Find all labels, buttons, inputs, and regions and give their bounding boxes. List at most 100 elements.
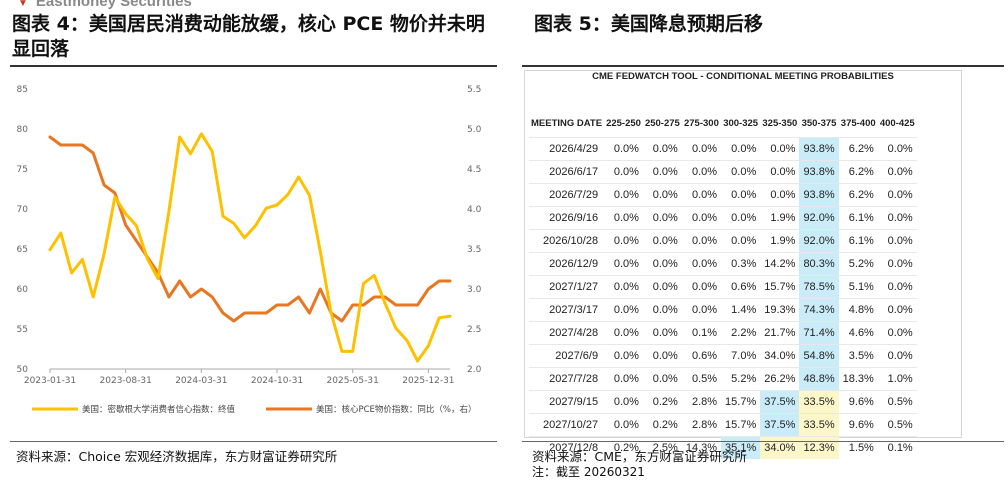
fedwatch-probability-cell: 92.0%	[799, 206, 839, 230]
fedwatch-meeting-date: 2026/12/9	[529, 252, 605, 276]
fedwatch-panel: CME FEDWATCH TOOL - CONDITIONAL MEETING …	[524, 70, 962, 459]
left-axis-tick-label: 50	[17, 365, 29, 375]
fedwatch-probability-cell: 0.0%	[604, 229, 643, 253]
fedwatch-column-header: 350-375	[801, 117, 837, 129]
fedwatch-table: MEETING DATE 225-250 250-275 275-300 300-325…	[529, 109, 917, 459]
fedwatch-row: 2027/7/28 0.0% 0.0% 0.5% 5.2% 26.2% 48.8% 18.3%…	[529, 367, 917, 391]
fedwatch-row: 2026/6/17 0.0% 0.0% 0.0% 0.0% 0.0% 93.8% 6.2% 0.…	[529, 160, 917, 184]
fedwatch-meeting-date: 2027/10/27	[529, 413, 605, 437]
fedwatch-probability-cell: 0.0%	[604, 321, 643, 345]
fedwatch-probability-cell: 0.0%	[604, 160, 643, 184]
fedwatch-row: 2027/6/9 0.0% 0.0% 0.6% 7.0% 34.0% 54.8% 3.5% 0.…	[529, 344, 917, 368]
fedwatch-probability-cell: 0.5%	[877, 413, 917, 437]
fedwatch-probability-cell: 15.7%	[721, 390, 761, 414]
right-axis-tick-label: 3.5	[467, 245, 481, 255]
fedwatch-probability-cell: 0.0%	[877, 206, 917, 230]
fedwatch-probability-cell: 0.0%	[681, 252, 722, 276]
fedwatch-probability-cell: 0.0%	[642, 367, 682, 391]
fedwatch-probability-cell: 0.0%	[681, 160, 722, 184]
fedwatch-probability-cell: 9.6%	[838, 390, 878, 414]
fedwatch-probability-cell: 0.1%	[877, 436, 917, 459]
fedwatch-row: 2027/1/27 0.0% 0.0% 0.0% 0.6% 15.7% 78.5% 5.1% 0…	[529, 275, 917, 299]
fedwatch-probability-cell: 1.0%	[877, 367, 917, 391]
fedwatch-probability-cell: 4.6%	[838, 321, 878, 345]
fedwatch-probability-cell: 0.3%	[721, 252, 761, 276]
fedwatch-probability-cell: 7.0%	[721, 344, 761, 368]
fedwatch-meeting-date: 2027/9/15	[529, 390, 605, 414]
fedwatch-probability-cell: 0.0%	[760, 160, 800, 184]
fedwatch-probability-cell: 0.0%	[721, 229, 761, 253]
fedwatch-probability-cell: 0.0%	[877, 160, 917, 184]
fedwatch-column-header: 400-425	[879, 117, 915, 129]
fedwatch-probability-cell: 12.3%	[799, 436, 839, 459]
fedwatch-probability-cell: 0.2%	[642, 390, 682, 414]
left-axis-tick-label: 70	[17, 205, 29, 215]
fedwatch-probability-cell: 1.9%	[760, 229, 800, 253]
fedwatch-probability-cell: 93.8%	[799, 160, 839, 184]
fedwatch-meeting-date: 2026/4/29	[529, 137, 605, 161]
fedwatch-probability-cell: 0.0%	[642, 321, 682, 345]
figure5-note: 注：截至 20260321	[532, 465, 645, 479]
fedwatch-probability-cell: 0.0%	[642, 206, 682, 230]
figure4-top-rule	[10, 65, 497, 67]
x-axis-tick-label: 2025-12-31	[402, 376, 454, 386]
fedwatch-probability-cell: 0.0%	[877, 344, 917, 368]
fedwatch-probability-cell: 0.0%	[877, 298, 917, 322]
fedwatch-column-header: 375-400	[840, 117, 876, 129]
x-axis-tick-label: 2024-03-31	[175, 376, 227, 386]
fedwatch-probability-cell: 0.0%	[604, 413, 643, 437]
fedwatch-probability-cell: 5.2%	[838, 252, 878, 276]
fedwatch-probability-cell: 2.2%	[721, 321, 761, 345]
fedwatch-probability-cell: 34.0%	[760, 436, 800, 459]
right-axis-tick-label: 2.5	[467, 325, 481, 335]
figure4-bottom-rule	[10, 441, 497, 442]
fedwatch-meeting-date: 2027/6/9	[529, 344, 605, 368]
fedwatch-title: CME FEDWATCH TOOL - CONDITIONAL MEETING …	[592, 71, 894, 82]
fedwatch-row: 2026/12/9 0.0% 0.0% 0.0% 0.3% 14.2% 80.3% 5.2% 0…	[529, 252, 917, 276]
fedwatch-row: 2027/4/28 0.0% 0.0% 0.1% 2.2% 21.7% 71.4% 4.6% 0…	[529, 321, 917, 345]
fedwatch-row: 2027/10/27 0.0% 0.2% 2.8% 15.7% 37.5% 33.5% 9.6…	[529, 413, 917, 437]
right-axis-tick-label: 4.5	[467, 165, 481, 175]
left-axis-tick-label: 85	[17, 85, 28, 95]
fedwatch-probability-cell: 34.0%	[760, 344, 800, 368]
fedwatch-probability-cell: 0.0%	[877, 137, 917, 161]
right-axis-tick-label: 3.0	[467, 285, 482, 295]
fedwatch-body: 2026/4/29 0.0% 0.0% 0.0% 0.0% 0.0% 93.8% 6.2% 0.…	[529, 137, 917, 459]
fedwatch-probability-cell: 0.5%	[681, 367, 722, 391]
fedwatch-probability-cell: 15.7%	[760, 275, 800, 299]
fedwatch-probability-cell: 0.0%	[681, 183, 722, 207]
fedwatch-probability-cell: 93.8%	[799, 137, 839, 161]
fedwatch-probability-cell: 5.1%	[838, 275, 878, 299]
brand-triangle-icon: ▼	[18, 0, 28, 9]
fedwatch-probability-cell: 0.0%	[604, 298, 643, 322]
fedwatch-probability-cell: 0.6%	[681, 344, 722, 368]
fedwatch-meeting-date: 2027/3/17	[529, 298, 605, 322]
fedwatch-probability-cell: 2.8%	[681, 413, 722, 437]
fedwatch-probability-cell: 6.2%	[838, 137, 878, 161]
fedwatch-probability-cell: 0.0%	[760, 183, 800, 207]
fedwatch-probability-cell: 0.0%	[721, 160, 761, 184]
fedwatch-header-row: MEETING DATE 225-250 250-275 275-300 300-325…	[529, 109, 917, 138]
figure5-bottom-rule	[522, 441, 1004, 442]
x-axis-tick-label: 2023-08-31	[100, 376, 152, 386]
fedwatch-probability-cell: 37.5%	[760, 413, 800, 437]
fedwatch-probability-cell: 1.9%	[760, 206, 800, 230]
fedwatch-probability-cell: 0.0%	[604, 344, 643, 368]
fedwatch-probability-cell: 0.1%	[681, 321, 722, 345]
figure4-source: 资料来源：Choice 宏观经济数据库，东方财富证券研究所	[16, 449, 338, 464]
fedwatch-probability-cell: 0.0%	[877, 183, 917, 207]
fedwatch-row: 2026/4/29 0.0% 0.0% 0.0% 0.0% 0.0% 93.8% 6.2% 0.…	[529, 137, 917, 161]
fedwatch-probability-cell: 33.5%	[799, 390, 839, 414]
figure4-title: 图表 4：美国居民消费动能放缓，核心 PCE 物价并未明显回落	[12, 13, 485, 60]
fedwatch-probability-cell: 0.0%	[760, 137, 800, 161]
fedwatch-column-header: MEETING DATE	[531, 117, 603, 129]
fedwatch-probability-cell: 0.0%	[604, 275, 643, 299]
fedwatch-row: 2026/9/16 0.0% 0.0% 0.0% 0.0% 1.9% 92.0% 6.1% 0.…	[529, 206, 917, 230]
fedwatch-probability-cell: 0.0%	[681, 275, 722, 299]
fedwatch-probability-cell: 0.0%	[642, 183, 682, 207]
fedwatch-row: 2026/7/29 0.0% 0.0% 0.0% 0.0% 0.0% 93.8% 6.2% 0.…	[529, 183, 917, 207]
fedwatch-probability-cell: 54.8%	[799, 344, 839, 368]
fedwatch-probability-cell: 0.0%	[877, 275, 917, 299]
fedwatch-probability-cell: 0.0%	[604, 252, 643, 276]
left-axis-tick-label: 75	[17, 165, 28, 175]
